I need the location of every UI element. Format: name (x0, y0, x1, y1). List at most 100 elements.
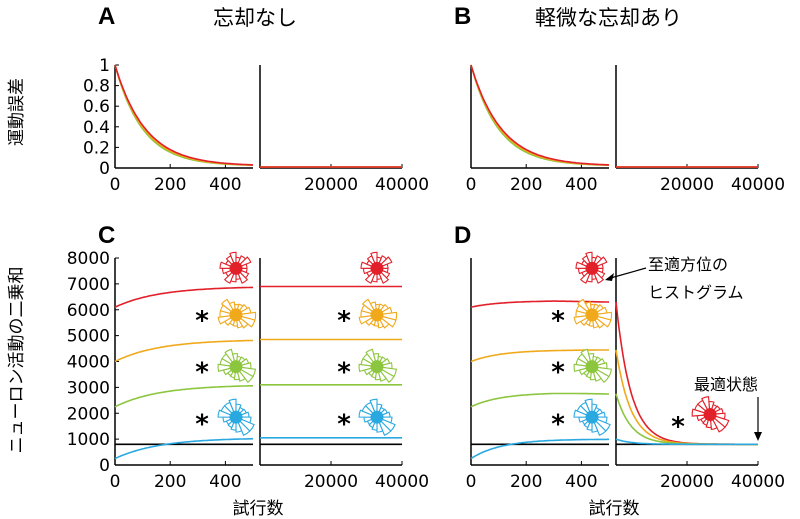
histogram-center (370, 308, 384, 322)
histogram-blue-right (358, 398, 396, 436)
x-tick-label: 0 (110, 175, 121, 195)
y-tick-label: 1 (99, 56, 110, 76)
y-tick-label: 5000 (67, 327, 110, 347)
y-tick-label: 7000 (67, 275, 110, 295)
x-tick-label: 40000 (731, 472, 785, 492)
histogram-green-left (573, 348, 613, 383)
histogram-center (229, 410, 243, 424)
histogram-center (585, 410, 599, 424)
x-tick-label: 0 (110, 472, 121, 492)
histogram-wedge (235, 311, 257, 321)
significance-star: * (337, 358, 351, 388)
y-axis-label-error: 運動誤差 (7, 78, 27, 146)
neural-curve-left-blue (470, 438, 609, 460)
histogram-blue-left (217, 398, 255, 436)
histogram-green-right (358, 348, 398, 383)
y-tick-label: 0 (99, 456, 110, 476)
histogram-red-optimum (691, 396, 730, 433)
y-tick-label: 0.8 (83, 77, 110, 97)
annotation-arrow-line (606, 267, 647, 280)
neural-curve-right-green (615, 393, 758, 446)
x-axis-label-d: 試行数 (589, 499, 640, 519)
y-tick-label: 0 (99, 159, 110, 179)
y-tick-label: 0.2 (83, 138, 110, 158)
y-tick-label: 8000 (67, 249, 110, 269)
x-tick-label: 400 (209, 472, 241, 492)
x-tick-label: 400 (209, 175, 241, 195)
histogram-center (229, 308, 243, 322)
y-axis-label-neural: ニューロン活動の二乗和 (7, 267, 27, 454)
neural-curve-right-orange (615, 349, 758, 446)
histogram-wedge (376, 311, 398, 321)
x-tick-label: 200 (154, 175, 186, 195)
neural-curve-right-blue (615, 438, 758, 446)
histogram-red-right (360, 251, 393, 284)
panel-letter-d: D (454, 222, 471, 249)
histogram-center (703, 408, 717, 422)
histogram-blue-left (573, 398, 611, 436)
histogram-wedge (591, 311, 613, 321)
x-tick-label: 200 (510, 175, 542, 195)
histogram-annotation-line2: ヒストグラム (648, 283, 744, 302)
histogram-center (370, 360, 384, 374)
histogram-center (585, 360, 599, 374)
y-tick-label: 6000 (67, 301, 110, 321)
histogram-center (229, 261, 243, 275)
significance-star: * (195, 358, 209, 388)
x-tick-label: 20000 (304, 175, 358, 195)
significance-star: * (195, 306, 209, 336)
y-tick-label: 0.4 (83, 118, 110, 138)
histogram-center (229, 360, 243, 374)
significance-star: * (337, 306, 351, 336)
y-tick-label: 2000 (67, 404, 110, 424)
panel-letter-c: C (98, 222, 115, 249)
error-curve-left-red (114, 64, 254, 166)
neural-curve-left-orange (114, 339, 253, 363)
x-tick-label: 40000 (375, 472, 429, 492)
optimum-arrow-head (754, 432, 762, 441)
histogram-center (370, 410, 384, 424)
neural-curve-left-red (470, 300, 610, 308)
histogram-orange-left (573, 298, 613, 329)
x-tick-label: 400 (565, 175, 597, 195)
annotation-arrow-head (605, 273, 614, 281)
histogram-center (585, 261, 599, 275)
optimum-annotation: 最適状態 (694, 375, 758, 394)
x-tick-label: 40000 (731, 175, 785, 195)
panel-letter-a: A (98, 3, 115, 30)
x-tick-label: 20000 (304, 472, 358, 492)
error-curve-left-red (470, 64, 610, 166)
x-tick-label: 400 (565, 472, 597, 492)
axes-C (114, 258, 402, 466)
panel-title-b: 軽微な忘却あり (535, 6, 682, 30)
x-tick-label: 20000 (660, 472, 714, 492)
significance-star: * (551, 306, 565, 336)
histogram-orange-left (217, 298, 257, 329)
histogram-annotation-line1: 至適方位の (648, 255, 728, 274)
histogram-center (585, 308, 599, 322)
significance-star: * (671, 412, 685, 442)
x-tick-label: 0 (466, 175, 477, 195)
significance-star: * (337, 409, 351, 439)
histogram-red-left (219, 251, 252, 284)
significance-star: * (551, 358, 565, 388)
x-tick-label: 0 (466, 472, 477, 492)
neural-curve-left-blue (114, 437, 254, 460)
significance-star: * (551, 409, 565, 439)
x-tick-label: 200 (154, 472, 186, 492)
x-tick-label: 40000 (375, 175, 429, 195)
histogram-red-left (575, 251, 608, 284)
x-axis-label-c: 試行数 (233, 499, 284, 519)
x-tick-label: 20000 (660, 175, 714, 195)
y-tick-label: 4000 (67, 353, 110, 373)
significance-star: * (195, 409, 209, 439)
y-tick-label: 0.6 (83, 97, 110, 117)
neural-curve-left-red (114, 286, 253, 308)
axes-A (114, 65, 402, 169)
y-tick-label: 1000 (67, 430, 110, 450)
histogram-green-left (217, 348, 257, 383)
x-tick-label: 200 (510, 472, 542, 492)
neural-curve-left-green (470, 392, 609, 408)
